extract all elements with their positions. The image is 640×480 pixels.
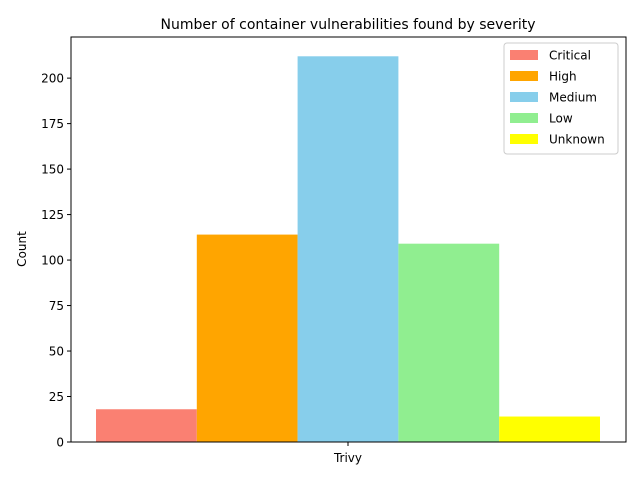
y-tick-label: 125 bbox=[41, 208, 64, 222]
x-axis: Trivy bbox=[333, 442, 362, 465]
legend-label-critical: Critical bbox=[549, 49, 591, 63]
bar-low bbox=[398, 243, 500, 442]
legend: Critical High Medium Low Unknown bbox=[503, 42, 619, 155]
legend-label-unknown: Unknown bbox=[549, 133, 605, 147]
legend-swatch-critical bbox=[510, 50, 538, 60]
legend-label-low: Low bbox=[549, 112, 573, 126]
y-tick-label: 25 bbox=[49, 390, 64, 404]
plot-frame bbox=[70, 36, 627, 443]
bar-high bbox=[196, 234, 298, 442]
legend-label-medium: Medium bbox=[549, 91, 597, 105]
y-tick-label: 0 bbox=[56, 436, 64, 450]
legend-swatch-high bbox=[510, 71, 538, 81]
bar-unknown bbox=[499, 416, 600, 442]
bars-group bbox=[96, 56, 600, 442]
legend-swatch-low bbox=[510, 113, 538, 123]
y-tick-label: 75 bbox=[49, 299, 64, 313]
y-tick-label: 100 bbox=[41, 254, 64, 268]
y-axis-label: Count bbox=[15, 231, 29, 267]
y-tick-label: 200 bbox=[41, 72, 64, 86]
legend-swatch-unknown bbox=[510, 134, 538, 144]
chart-title: Number of container vulnerabilities foun… bbox=[160, 17, 535, 33]
y-tick-label: 50 bbox=[49, 345, 64, 359]
y-tick-label: 175 bbox=[41, 117, 64, 131]
bar-critical bbox=[96, 409, 197, 442]
y-tick-label: 150 bbox=[41, 163, 64, 177]
legend-swatch-medium bbox=[510, 92, 538, 102]
x-tick-label: Trivy bbox=[333, 451, 362, 465]
legend-label-high: High bbox=[549, 70, 577, 84]
legend-box bbox=[503, 42, 619, 155]
y-axis: 0 25 50 75 100 125 150 175 200 bbox=[41, 72, 71, 450]
bar-medium bbox=[297, 56, 399, 442]
